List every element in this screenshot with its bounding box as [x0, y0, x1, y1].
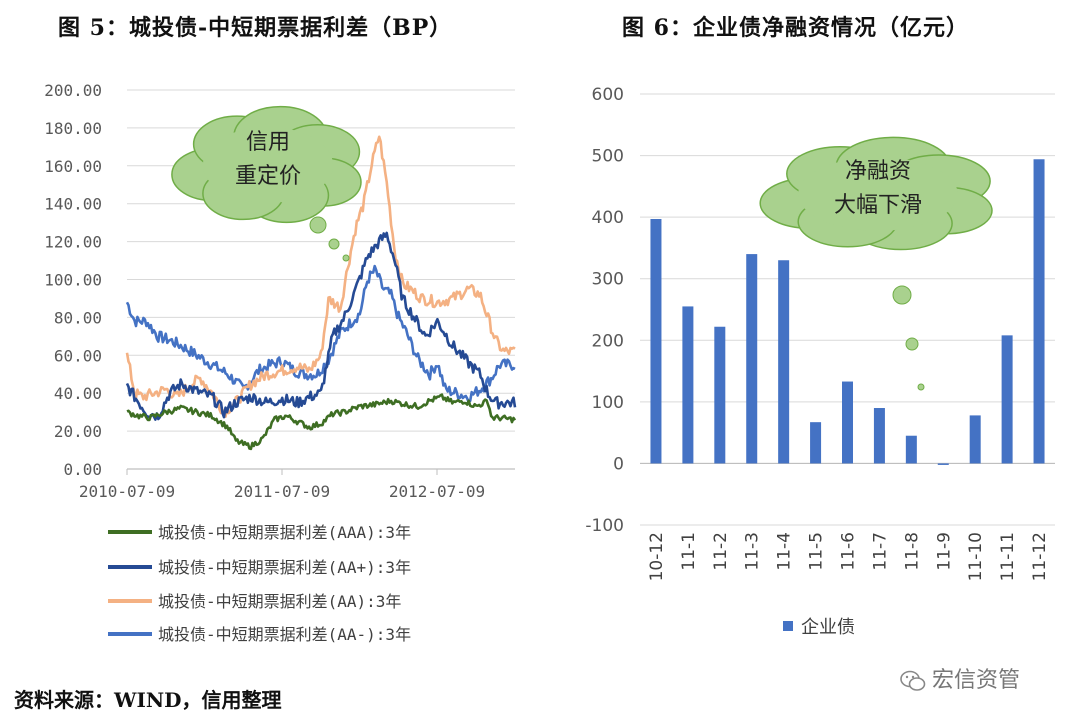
right-x-tick: 11-8 — [902, 532, 922, 571]
left-y-tick: 60.00 — [54, 346, 102, 365]
bar-11-10 — [969, 415, 981, 464]
source-note: 资料来源：WIND，信用整理 — [14, 688, 282, 712]
bar-11-6 — [842, 381, 853, 464]
cloud-tail-dot — [342, 254, 350, 262]
left-x-tick: 2010-07-09 — [79, 482, 175, 501]
legend-label: 城投债-中短期票据利差(AA):3年 — [158, 592, 401, 611]
left-y-tick: 140.00 — [44, 195, 102, 214]
right-y-tick: 600 — [592, 85, 624, 105]
right-x-tick: 11-7 — [870, 532, 890, 571]
watermark-text: 宏信资管 — [932, 668, 1021, 693]
bar-11-8 — [905, 435, 917, 464]
legend-label: 城投债-中短期票据利差(AA-):3年 — [158, 625, 411, 644]
right-x-tick: 10-12 — [647, 532, 667, 581]
bar-10-12 — [650, 218, 662, 464]
left-x-tick: 2011-07-09 — [234, 482, 330, 501]
right-x-tick: 11-3 — [743, 532, 763, 571]
wechat-icon — [900, 670, 926, 691]
left-y-tick: 80.00 — [54, 308, 102, 327]
bar-11-2 — [714, 326, 726, 464]
right-x-tick: 11-5 — [807, 532, 827, 571]
cloud-tail-dot — [905, 337, 919, 351]
legend-label: 城投债-中短期票据利差(AA+):3年 — [158, 558, 411, 577]
left-y-tick: 40.00 — [54, 384, 102, 403]
right-y-tick: 0 — [613, 454, 624, 474]
right-y-tick: 400 — [592, 208, 624, 228]
cloud-core — [202, 127, 334, 203]
watermark: 宏信资管 — [900, 662, 1020, 694]
right-x-tick: 11-4 — [775, 532, 795, 571]
left-y-tick: 200.00 — [44, 81, 102, 100]
right-x-tick: 11-11 — [998, 532, 1018, 581]
bar-11-7 — [873, 408, 885, 464]
cloud-core — [798, 157, 958, 231]
left-y-tick: 100.00 — [44, 271, 102, 290]
cloud-tail-dot — [309, 216, 327, 234]
right-x-tick: 11-2 — [711, 532, 731, 571]
right-y-tick: 500 — [592, 147, 624, 167]
right-x-tick: 11-6 — [839, 532, 859, 571]
line-aaa — [126, 393, 517, 451]
bar-11-12 — [1033, 159, 1045, 464]
cloud-tail-dot — [892, 285, 912, 305]
right-y-tick: -100 — [585, 516, 624, 536]
cloud-label: 重定价 — [235, 164, 301, 189]
right-x-tick: 11-10 — [966, 532, 986, 581]
left-chart-title: 图 5：城投债-中短期票据利差（BP） — [58, 15, 453, 41]
cloud-tail-dot — [328, 238, 340, 250]
bar-11-3 — [746, 254, 758, 464]
right-y-tick: 100 — [592, 393, 624, 413]
right-x-tick: 11-9 — [934, 532, 954, 571]
bar-11-11 — [1001, 335, 1013, 464]
left-y-tick: 120.00 — [44, 233, 102, 252]
right-chart-title: 图 6：企业债净融资情况（亿元） — [622, 15, 969, 41]
right-y-tick: 300 — [592, 270, 624, 290]
cloud-label: 信用 — [246, 130, 290, 155]
bar-11-1 — [682, 306, 694, 464]
line-aa-plus — [125, 231, 517, 421]
cloud-label: 净融资 — [845, 159, 911, 184]
bar-11-9 — [937, 463, 949, 465]
legend-swatch-bar — [783, 621, 793, 631]
left-x-tick: 2012-07-09 — [389, 482, 485, 501]
bar-11-5 — [810, 422, 822, 464]
left-y-tick: 160.00 — [44, 157, 102, 176]
cloud-label: 大幅下滑 — [834, 193, 922, 218]
cloud-tail-dot — [917, 383, 925, 391]
legend-label: 企业债 — [801, 617, 855, 638]
right-y-tick: 200 — [592, 331, 624, 351]
left-y-tick: 180.00 — [44, 119, 102, 138]
line-aa-minus — [125, 264, 516, 404]
right-x-tick: 11-12 — [1030, 532, 1050, 581]
left-y-tick: 20.00 — [54, 422, 102, 441]
bar-11-4 — [778, 260, 790, 464]
legend-label: 城投债-中短期票据利差(AAA):3年 — [158, 523, 411, 542]
right-x-tick: 11-1 — [679, 532, 699, 571]
left-y-tick: 0.00 — [63, 460, 102, 479]
